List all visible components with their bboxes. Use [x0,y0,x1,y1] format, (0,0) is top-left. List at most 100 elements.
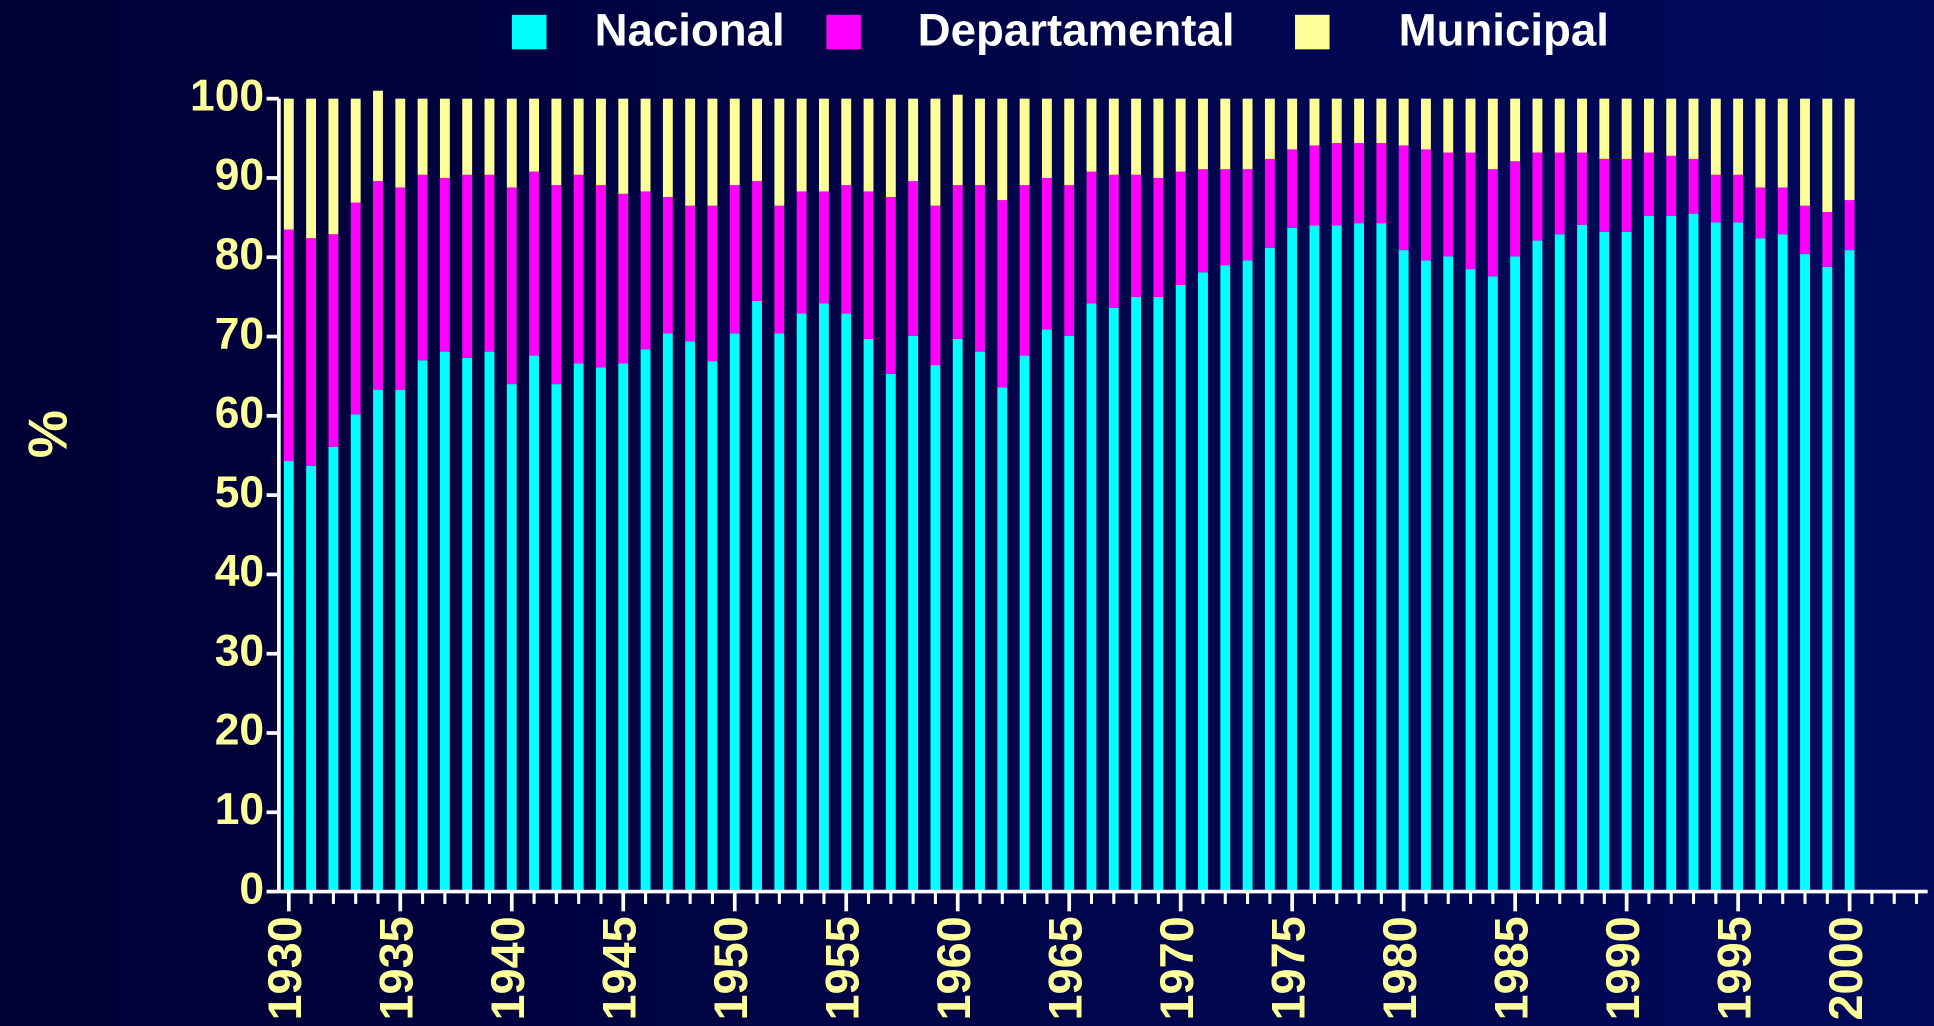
bar-segment [841,98,852,186]
bar-segment [685,341,696,892]
bar-segment [1421,260,1431,892]
bar-segment [1242,169,1253,261]
bar-segment [774,205,785,334]
bar-segment [1777,187,1788,235]
legend-swatch [511,14,547,50]
bar-segment [1309,145,1320,226]
bar-segment [1710,174,1721,223]
bar-segment [796,98,807,192]
bar-segment [685,205,696,342]
bar-segment [1577,152,1587,225]
bar-segment [1755,187,1766,239]
bar-segment [283,98,294,230]
y-tick-label: 10 [215,785,264,834]
bar-segment [1599,98,1610,159]
x-tick-label: 1935 [371,916,423,1020]
bar-segment [1822,212,1833,267]
bar-segment [863,338,874,892]
bar-segment [1041,98,1052,178]
bar-segment [1688,213,1699,892]
x-tick-label: 1940 [482,916,534,1020]
bar-segment [908,181,919,336]
bar-segment [1421,149,1431,261]
bar-segment [373,90,383,182]
bar-segment [1465,269,1476,892]
bar-segment [952,338,963,892]
bar-segment [306,465,317,892]
bar-segment [1487,98,1498,170]
bar-segment [1287,227,1298,892]
x-tick-label: 1990 [1597,916,1649,1020]
bar-segment [596,367,606,892]
bar-segment [1688,158,1699,214]
bar-segment [1800,205,1810,255]
bar-segment [1131,296,1142,892]
y-tick-label: 60 [215,389,264,438]
legend-label: Departamental [918,4,1235,55]
bar-segment [1019,98,1030,186]
bar-segment [1175,284,1186,892]
bar-segment [1554,234,1565,892]
bar-segment [529,355,540,892]
bar-segment [662,196,673,334]
bar-segment [952,185,963,339]
bar-segment [930,365,941,892]
bar-segment [462,357,473,892]
x-tick-label: 1970 [1151,916,1203,1020]
y-tick-label: 0 [239,864,264,913]
bar-segment [373,389,383,892]
bar-segment [908,335,919,892]
bar-segment [1532,152,1543,241]
bar-segment [551,98,562,186]
bar-segment [1844,250,1855,892]
bar-segment [1354,143,1364,224]
bar-segment [373,181,383,390]
bar-segment [841,313,852,892]
bar-segment [1309,98,1320,146]
x-tick-label: 1980 [1374,916,1426,1020]
bar-segment [596,98,606,186]
bar-segment [1421,98,1431,150]
x-tick-label: 1950 [705,916,757,1020]
bar-segment [752,181,762,301]
bar-segment [1733,222,1744,892]
bar-segment [417,174,428,361]
bar-segment [796,313,807,892]
bar-segment [707,205,718,362]
bar-segment [1487,169,1498,277]
bar-segment [1710,222,1721,892]
bar-segment [506,187,517,385]
bar-segment [1220,265,1231,892]
bar-segment [1242,98,1253,170]
bar-segment [1331,143,1342,226]
bar-segment [1398,250,1409,892]
bar-segment [1220,169,1231,266]
bar-segment [1643,152,1654,217]
y-tick-label: 70 [215,309,264,358]
bar-segment [551,384,562,892]
bar-segment [997,98,1008,201]
bar-segment [1175,98,1186,172]
bar-segment [662,98,673,197]
bar-segment [685,98,696,206]
y-tick-label: 20 [215,706,264,755]
bar-segment [417,360,428,892]
bar-segment [551,185,562,385]
bar-segment [640,191,651,350]
bar-segment [1131,98,1142,175]
bar-segment [885,196,896,374]
bar-segment [1331,225,1342,892]
bar-segment [573,174,584,364]
bar-segment [952,94,963,186]
bar-segment [306,238,317,466]
bar-segment [885,373,896,892]
y-tick-label: 100 [190,71,264,120]
bar-segment [506,98,517,188]
bar-segment [529,98,540,172]
bar-segment [640,349,651,892]
bar-segment [1733,98,1744,175]
bar-segment [350,414,361,892]
bar-segment [863,98,874,192]
bar-segment [1153,177,1164,297]
bar-segment [1443,152,1454,257]
